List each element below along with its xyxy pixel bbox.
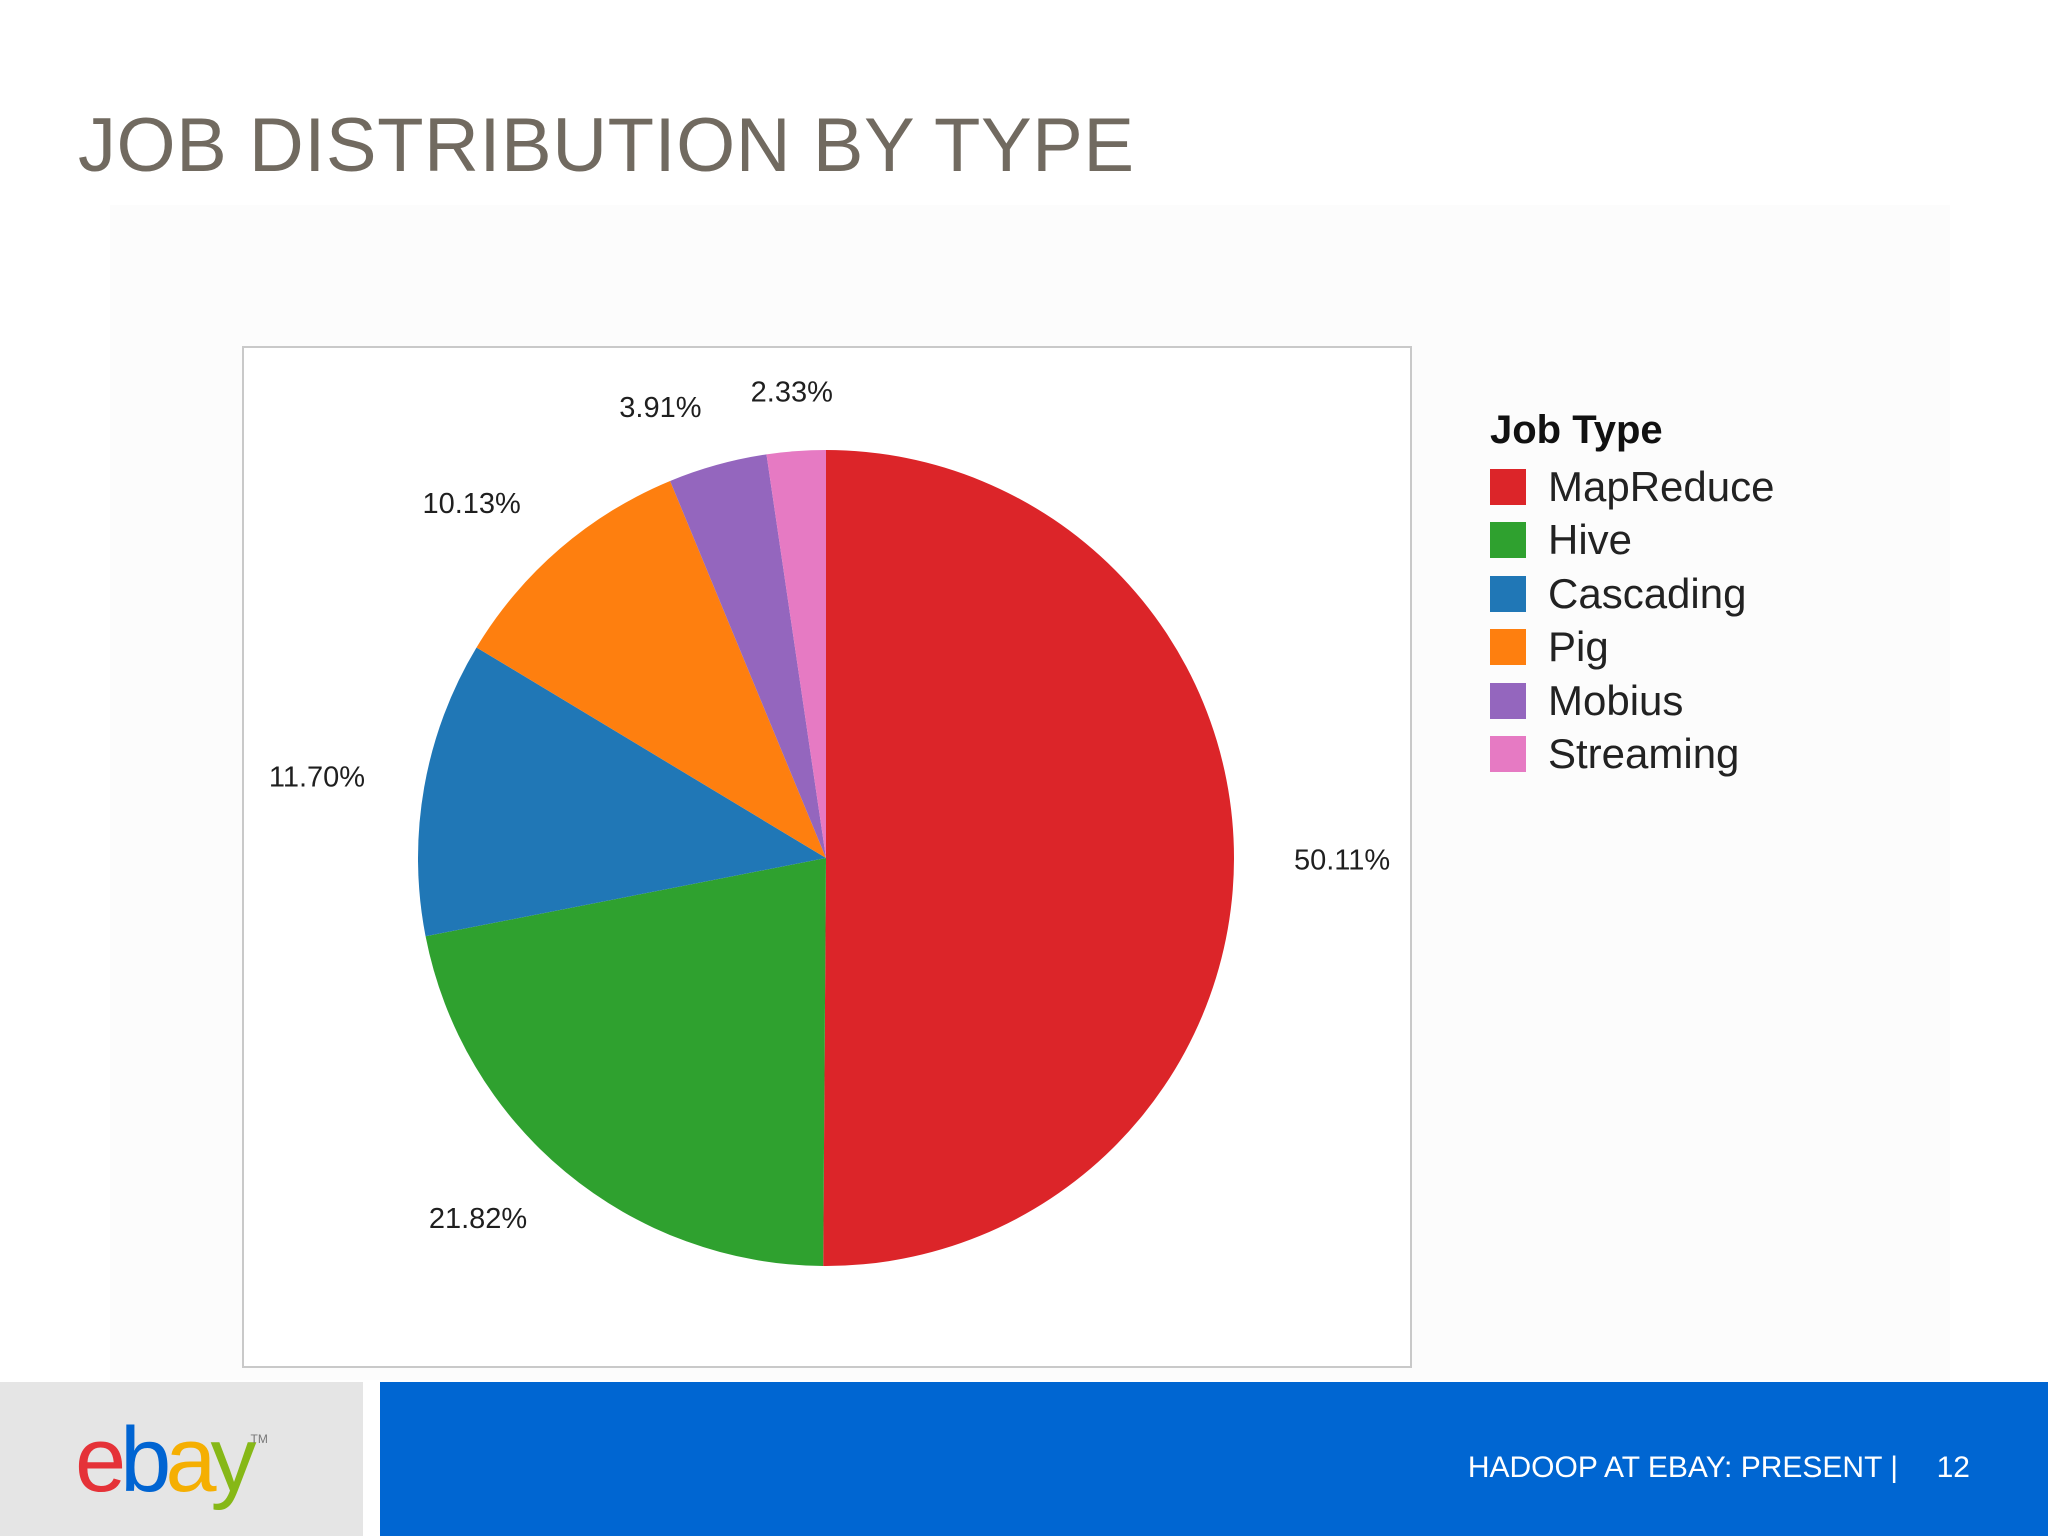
legend-item-streaming: Streaming: [1490, 728, 1774, 782]
legend-title: Job Type: [1490, 408, 1663, 452]
slice-label-pig: 10.13%: [422, 488, 520, 520]
legend-label: Pig: [1548, 623, 1609, 671]
ebay-logo: ebayTM: [75, 1408, 268, 1513]
pie-slice-streaming: [766, 450, 826, 858]
pie-slice-pig: [476, 480, 826, 858]
legend-label: Mobius: [1548, 676, 1684, 724]
slide-title: JOB DISTRIBUTION BY TYPE: [78, 103, 1135, 188]
pie-slice-cascading: [418, 647, 826, 937]
slice-label-mobius: 3.91%: [619, 392, 701, 424]
slice-label-mapreduce: 50.11%: [1294, 845, 1390, 877]
legend-swatch: [1490, 468, 1526, 505]
legend-item-pig: Pig: [1490, 621, 1774, 675]
legend-swatch: [1490, 575, 1526, 612]
legend-label: MapReduce: [1548, 462, 1775, 510]
legend-items: MapReduce Hive Cascading Pig Mobius Streaming: [1490, 460, 1774, 781]
pie-slice-mobius: [670, 454, 826, 858]
pie-slice-hive: [425, 858, 826, 1266]
logo-letter-a: a: [165, 1409, 216, 1511]
logo-letter-b: b: [120, 1409, 171, 1511]
slice-label-cascading: 11.70%: [269, 762, 365, 794]
legend-item-mapreduce: MapReduce: [1490, 460, 1774, 514]
legend-item-mobius: Mobius: [1490, 674, 1774, 728]
footer-text: HADOOP AT EBAY: PRESENT |: [1467, 1451, 1898, 1484]
legend-label: Cascading: [1548, 569, 1747, 617]
slice-label-hive: 21.82%: [429, 1203, 527, 1235]
logo-letters: ebay: [75, 1408, 257, 1513]
legend-label: Streaming: [1548, 730, 1740, 778]
legend-swatch: [1490, 682, 1526, 719]
legend-swatch: [1490, 736, 1526, 773]
slice-label-streaming: 2.33%: [751, 376, 833, 408]
logo-letter-e: e: [75, 1409, 126, 1511]
legend-swatch: [1490, 629, 1526, 666]
logo-trademark: TM: [250, 1432, 268, 1446]
logo-letter-y: y: [210, 1409, 257, 1511]
legend-item-cascading: Cascading: [1490, 567, 1774, 621]
legend-label: Hive: [1548, 516, 1633, 564]
legend-item-hive: Hive: [1490, 514, 1774, 568]
footer-bar: [380, 1382, 2048, 1536]
legend-swatch: [1490, 522, 1526, 559]
page-number: 12: [1936, 1451, 1970, 1484]
chart-legend: Job Type MapReduce Hive Cascading Pig Mobius…: [1490, 404, 1774, 781]
pie-slice-mapreduce: [823, 450, 1234, 1266]
footer-logo-area: [0, 1382, 363, 1536]
